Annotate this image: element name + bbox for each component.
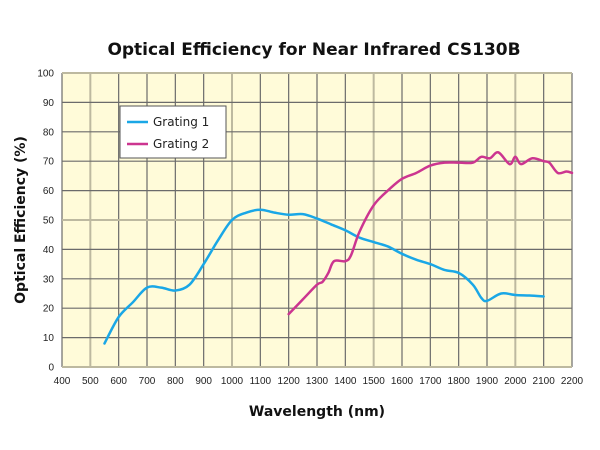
y-tick-label: 30 bbox=[43, 274, 55, 285]
y-tick-label: 0 bbox=[48, 363, 54, 374]
x-tick-label: 800 bbox=[167, 376, 184, 387]
y-tick-label: 100 bbox=[37, 69, 54, 80]
x-tick-label: 900 bbox=[195, 376, 212, 387]
y-tick-labels: 0 10 20 30 40 50 60 70 80 90 100 bbox=[37, 69, 54, 374]
y-tick-label: 80 bbox=[43, 127, 55, 138]
x-tick-label: 2000 bbox=[504, 376, 527, 387]
series-line-grating-1 bbox=[103, 208, 545, 345]
y-tick-label: 40 bbox=[43, 245, 55, 256]
y-tick-label: 10 bbox=[43, 333, 55, 344]
x-tick-label: 1200 bbox=[278, 376, 301, 387]
x-tick-label: 1400 bbox=[334, 376, 357, 387]
x-tick-label: 1100 bbox=[250, 376, 272, 387]
x-tick-label: 1700 bbox=[419, 376, 442, 387]
y-tick-label: 60 bbox=[43, 186, 55, 197]
chart-title: Optical Efficiency for Near Infrared CS1… bbox=[107, 40, 520, 60]
y-tick-label: 20 bbox=[43, 304, 55, 315]
grid bbox=[61, 72, 573, 368]
x-tick-label: 1500 bbox=[363, 376, 386, 387]
x-tick-label: 700 bbox=[139, 376, 156, 387]
x-tick-label: 600 bbox=[110, 376, 127, 387]
legend-label-grating-2: Grating 2 bbox=[153, 137, 209, 151]
x-tick-label: 1300 bbox=[306, 376, 329, 387]
x-axis-label: Wavelength (nm) bbox=[249, 404, 385, 420]
x-tick-labels: 400 500 600 700 800 900 1000 1100 1200 1300 1400 15… bbox=[54, 376, 584, 387]
x-tick-label: 2200 bbox=[561, 376, 584, 387]
y-tick-label: 70 bbox=[43, 157, 55, 168]
legend-label-grating-1: Grating 1 bbox=[153, 115, 209, 129]
series-lines bbox=[103, 151, 574, 345]
y-tick-label: 90 bbox=[43, 98, 55, 109]
x-tick-label: 1800 bbox=[448, 376, 471, 387]
x-tick-label: 1000 bbox=[221, 376, 244, 387]
legend: Grating 1 Grating 2 bbox=[119, 105, 227, 159]
x-tick-label: 1600 bbox=[391, 376, 414, 387]
x-tick-label: 500 bbox=[82, 376, 99, 387]
x-tick-label: 400 bbox=[54, 376, 71, 387]
y-axis-label: Optical Efficiency (%) bbox=[13, 136, 29, 304]
series-line-grating-2 bbox=[287, 151, 574, 316]
x-tick-label: 1900 bbox=[476, 376, 499, 387]
y-tick-label: 50 bbox=[43, 216, 55, 227]
x-tick-label: 2100 bbox=[533, 376, 556, 387]
